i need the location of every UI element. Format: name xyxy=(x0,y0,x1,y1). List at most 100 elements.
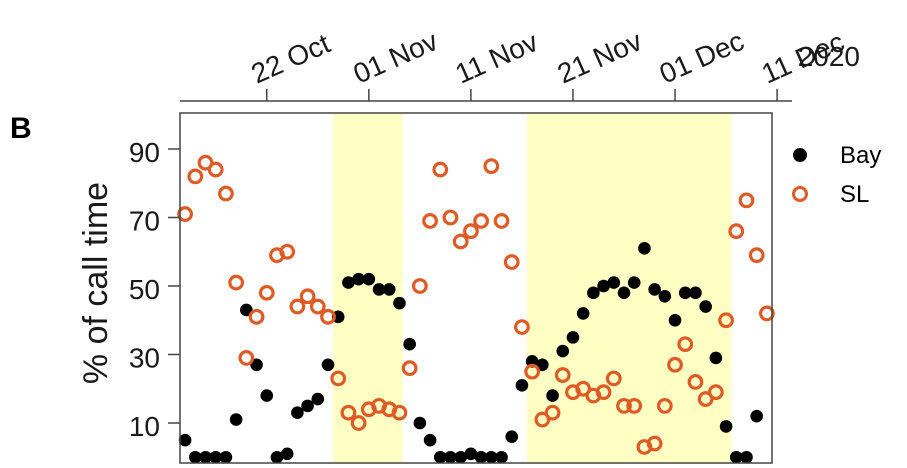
point-bay xyxy=(209,450,223,464)
point-sl xyxy=(626,397,643,414)
point-bay xyxy=(485,450,498,464)
y-tick-label: 70 xyxy=(129,206,160,237)
point-bay xyxy=(229,413,243,426)
point-sl xyxy=(411,278,428,294)
x-tick-label: 01 Dec xyxy=(655,25,749,89)
point-sl xyxy=(483,158,500,175)
point-bay xyxy=(280,447,294,461)
point-bay xyxy=(719,420,733,433)
legend-label-bay: Bay xyxy=(840,142,881,169)
point-sl xyxy=(258,284,275,301)
y-tick-label: 30 xyxy=(129,343,160,374)
point-sl xyxy=(524,363,541,380)
point-bay xyxy=(638,242,651,255)
point-bay xyxy=(342,276,355,289)
point-bay xyxy=(587,286,600,300)
point-bay xyxy=(648,283,661,296)
point-bay xyxy=(199,450,212,464)
y-tick-label: 90 xyxy=(129,137,160,168)
point-bay xyxy=(597,279,610,293)
y-axis: 10 30 50 70 90 xyxy=(129,137,180,442)
point-bay xyxy=(250,358,263,372)
point-bay xyxy=(444,450,457,464)
point-sl xyxy=(493,213,510,229)
point-sl xyxy=(309,298,326,315)
point-sl xyxy=(401,360,418,377)
x-tick-label: 01 Nov xyxy=(349,25,443,89)
point-sl xyxy=(177,206,194,222)
point-bay xyxy=(301,399,314,413)
point-sl xyxy=(514,319,530,336)
point-bay xyxy=(352,272,365,286)
point-sl xyxy=(728,223,745,240)
point-sl xyxy=(238,350,255,366)
point-sl xyxy=(738,192,755,209)
point-bay xyxy=(474,450,488,464)
point-bay xyxy=(382,283,396,296)
point-sl xyxy=(595,384,612,401)
point-bay xyxy=(505,430,519,444)
point-sl xyxy=(544,404,561,421)
y-tick-label: 10 xyxy=(129,411,160,442)
point-bay xyxy=(393,296,406,310)
point-sl xyxy=(554,367,571,383)
y-axis-label: % of call time xyxy=(77,182,115,384)
legend-marker-sl xyxy=(792,186,808,202)
point-bay xyxy=(709,351,723,365)
point-sl xyxy=(758,305,775,322)
point-bay xyxy=(433,450,447,464)
point-bay xyxy=(291,406,304,420)
x-tick-label: 11 Nov xyxy=(451,26,543,90)
point-sl xyxy=(350,415,367,431)
point-bay xyxy=(372,283,386,296)
x-tick-label: 22 Oct xyxy=(247,28,335,90)
point-sl xyxy=(248,308,265,325)
point-bay xyxy=(178,433,192,447)
plot-frame xyxy=(179,112,773,464)
point-sl xyxy=(462,223,479,240)
point-bay xyxy=(740,450,753,464)
x-axis: 22 Oct 01 Nov 11 Nov 21 Nov 01 Dec 11 Dec xyxy=(180,25,849,102)
point-bay xyxy=(699,300,712,313)
point-bay xyxy=(546,389,559,402)
point-bay xyxy=(464,447,478,461)
point-sl xyxy=(503,254,520,270)
point-sl xyxy=(207,161,224,178)
point-bay xyxy=(219,450,233,464)
point-bay xyxy=(689,286,702,300)
point-sl xyxy=(289,298,306,315)
point-bay xyxy=(617,286,631,300)
point-sl xyxy=(707,384,724,401)
legend-marker-bay xyxy=(793,148,807,162)
point-bay xyxy=(413,416,427,430)
point-bay xyxy=(311,392,325,406)
point-sl xyxy=(656,397,673,414)
point-sl xyxy=(299,288,316,305)
point-sl xyxy=(748,247,765,264)
point-bay xyxy=(515,379,529,392)
legend-label-sl: SL xyxy=(840,181,869,208)
point-sl xyxy=(432,161,449,178)
point-bay xyxy=(566,331,580,344)
point-sl xyxy=(391,404,408,421)
point-sl xyxy=(187,168,204,185)
point-sl xyxy=(677,336,694,353)
point-bay xyxy=(668,313,682,327)
point-bay xyxy=(321,358,335,372)
point-sl xyxy=(442,209,459,226)
point-sl xyxy=(687,374,704,390)
point-bay xyxy=(729,450,743,464)
point-sl xyxy=(452,233,469,250)
point-sl xyxy=(616,397,632,414)
point-sl xyxy=(330,370,347,387)
point-sl xyxy=(422,213,438,229)
point-sl xyxy=(667,356,683,373)
y-tick-label: 50 xyxy=(129,274,160,305)
x-tick-label: 21 Nov xyxy=(553,25,647,89)
point-bay xyxy=(240,303,253,317)
point-sl xyxy=(340,404,357,421)
point-bay xyxy=(270,450,284,464)
point-bay xyxy=(658,289,672,303)
point-sl xyxy=(218,185,234,202)
year-label: 2020 xyxy=(798,41,860,72)
